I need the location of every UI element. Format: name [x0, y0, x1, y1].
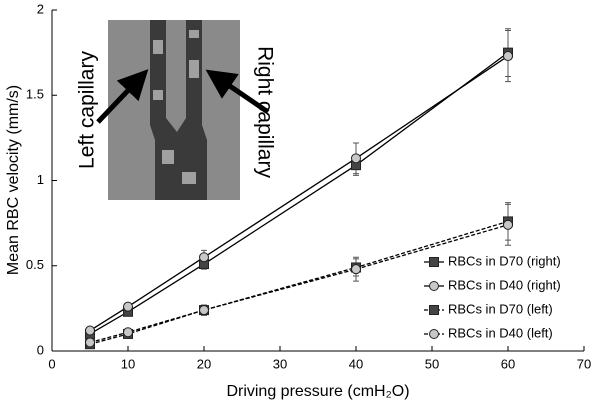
x-tick-label: 0	[48, 356, 55, 371]
y-tick-label: 0	[37, 342, 44, 357]
marker	[351, 264, 361, 275]
legend-marker	[429, 257, 439, 267]
legend-label: RBCs in D70 (left)	[448, 301, 553, 316]
marker	[351, 153, 361, 164]
y-axis-label: Mean RBC velocity (mm/s)	[5, 85, 22, 275]
x-tick-label: 10	[121, 356, 135, 371]
series-line	[89, 224, 509, 344]
marker	[123, 327, 133, 338]
x-tick-label: 50	[425, 356, 439, 371]
arrow	[96, 69, 149, 124]
marker	[199, 252, 209, 263]
marker	[85, 325, 95, 336]
x-tick-label: 60	[501, 356, 515, 371]
x-tick-label: 70	[577, 356, 591, 371]
y-tick-label: 1.5	[26, 87, 44, 102]
marker	[85, 337, 95, 348]
legend-label: RBCs in D40 (right)	[448, 277, 561, 292]
legend-marker	[429, 329, 439, 339]
inset-cells	[153, 30, 199, 184]
marker	[503, 219, 513, 230]
legend-label: RBCs in D40 (left)	[448, 325, 553, 340]
marker	[123, 301, 133, 312]
marker	[199, 305, 209, 316]
y-tick-label: 2	[37, 1, 44, 16]
y-tick-label: 0.5	[26, 257, 44, 272]
x-tick-label: 20	[197, 356, 211, 371]
legend-marker	[429, 305, 439, 315]
marker	[503, 51, 513, 62]
legend-label: RBCs in D70 (right)	[448, 253, 561, 268]
inset-image	[108, 20, 240, 200]
series-line	[89, 220, 509, 345]
x-tick-label: 40	[349, 356, 363, 371]
annotation: Left capillary	[76, 51, 99, 169]
legend-marker	[429, 281, 439, 291]
arrow	[205, 69, 270, 115]
annotation: Right capillary	[253, 46, 276, 178]
x-axis-label: Driving pressure (cmH₂O)	[226, 383, 409, 400]
y-tick-label: 1	[37, 172, 44, 187]
x-tick-label: 30	[273, 356, 287, 371]
